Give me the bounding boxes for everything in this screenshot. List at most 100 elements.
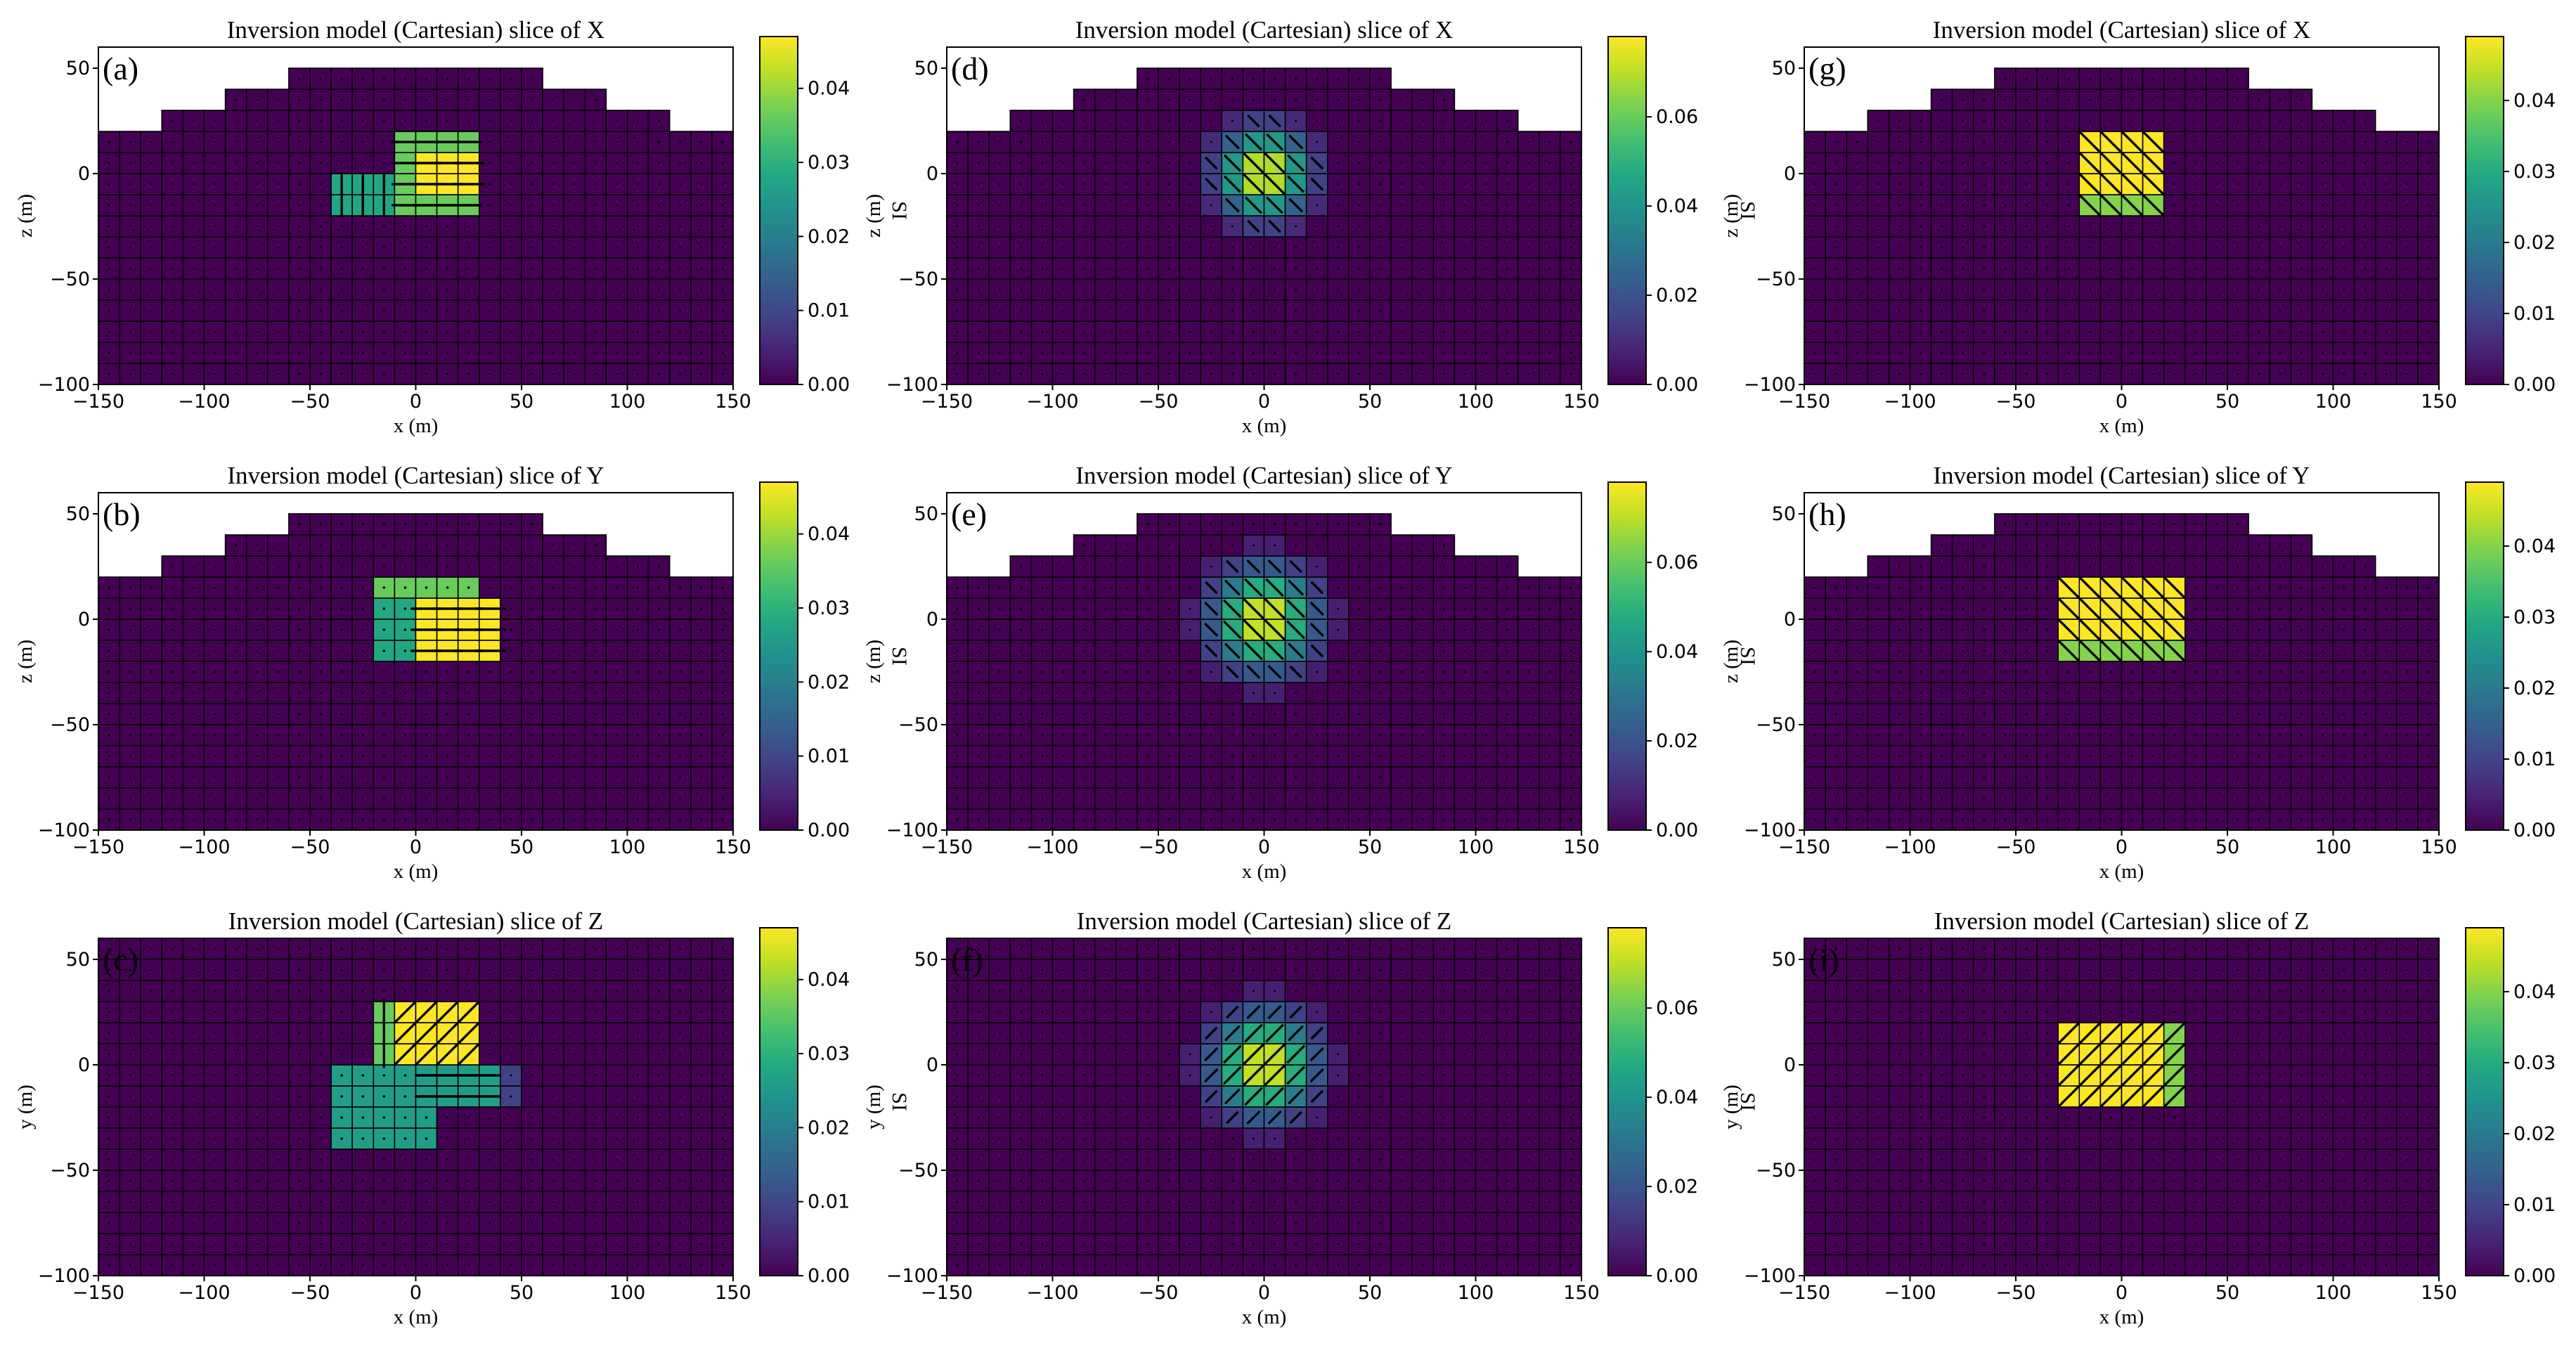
arrow-dot (171, 1200, 174, 1203)
arrow-dot (1506, 607, 1509, 610)
arrow-dot (1295, 225, 1297, 228)
arrow-dot (510, 1053, 512, 1056)
arrow-dot (361, 225, 364, 228)
arrow-dot (467, 267, 470, 270)
arrow-dot (425, 351, 428, 354)
model-cell (140, 173, 163, 195)
arrow-dot (594, 162, 597, 164)
arrow-dot (1379, 607, 1382, 610)
arrow-dot (1400, 351, 1403, 354)
arrow-dot (1316, 330, 1319, 333)
arrow-dot (1189, 225, 1191, 228)
arrow-dot (531, 565, 533, 568)
arrow-dot (1421, 607, 1424, 610)
arrow-dot (1379, 351, 1382, 354)
arrow-dot (488, 141, 491, 143)
arrow-dot (1379, 77, 1382, 80)
arrow-dot (171, 692, 174, 694)
arrow-dot (214, 692, 216, 694)
arrow-dot (1400, 204, 1403, 207)
arrow-dot (1189, 309, 1191, 312)
arrow-dot (425, 1116, 428, 1119)
y-tick-label: 0 (926, 609, 938, 630)
arrow-dot (1167, 309, 1170, 312)
arrow-dot (1125, 141, 1128, 143)
arrow-dot (235, 1116, 238, 1119)
arrow-dot (256, 309, 259, 312)
arrow-dot (658, 1032, 661, 1035)
arrow-dot (298, 1264, 301, 1267)
arrow-dot (1506, 330, 1509, 333)
arrow-dot (277, 119, 280, 122)
arrow-dot (340, 1074, 343, 1077)
arrow-dot (956, 373, 959, 375)
arrow-dot (679, 1264, 682, 1267)
arrow-dot (1379, 267, 1382, 270)
arrow-dot (192, 204, 195, 207)
arrow-dot (361, 565, 364, 568)
arrow-dot (510, 607, 512, 610)
arrow-dot (1485, 734, 1488, 737)
arrow-dot (679, 776, 682, 779)
arrow-dot (510, 1222, 512, 1224)
arrow-dot (1358, 755, 1361, 758)
arrow-dot (552, 1095, 555, 1098)
arrow-dot (1358, 586, 1361, 589)
x-tick-label: 50 (1358, 391, 1382, 413)
arrow-dot (679, 713, 682, 716)
arrow-dot (1379, 204, 1382, 207)
arrow-dot (1421, 776, 1424, 779)
arrow-dot (531, 990, 533, 992)
arrow-dot (425, 225, 428, 228)
arrow-dot (108, 330, 110, 333)
arrow-dot (1442, 671, 1445, 673)
arrow-dot (977, 649, 980, 652)
arrow-dot (679, 225, 682, 228)
arrow-dot (171, 671, 174, 673)
arrow-dot (1463, 204, 1466, 207)
arrow-dot (425, 692, 428, 694)
arrow-dot (977, 330, 980, 333)
arrow-dot (658, 351, 661, 354)
arrow-dot (1125, 607, 1128, 610)
arrow-dot (403, 969, 406, 971)
arrow-dot (594, 776, 597, 779)
arrow-dot (1167, 330, 1170, 333)
arrow-dot (488, 1137, 491, 1140)
arrow-dot (658, 309, 661, 312)
arrow-dot (637, 1116, 640, 1119)
arrow-dot (467, 1243, 470, 1245)
arrow-dot (446, 1158, 449, 1161)
arrow-dot (700, 1116, 703, 1119)
arrow-dot (361, 607, 364, 610)
arrow-dot (298, 98, 301, 101)
arrow-dot (403, 990, 406, 992)
arrow-dot (1316, 351, 1319, 354)
model-cells (946, 938, 1582, 1276)
arrow-dot (721, 225, 724, 228)
arrow-dot (298, 776, 301, 779)
arrow-dot (1083, 755, 1086, 758)
arrow-dot (192, 818, 195, 821)
arrow-dot (721, 692, 724, 694)
arrow-dot (1274, 288, 1276, 291)
arrow-dot (171, 797, 174, 800)
arrow-dot (594, 628, 597, 631)
arrow-dot (446, 351, 449, 354)
arrow-dot (594, 713, 597, 716)
arrow-dot (108, 1074, 110, 1077)
arrow-dot (256, 565, 259, 568)
arrow-dot (403, 309, 406, 312)
arrow-dot (721, 713, 724, 716)
arrow-dot (956, 204, 959, 207)
arrow-dot (171, 990, 174, 992)
arrow-dot (235, 267, 238, 270)
arrow-dot (446, 990, 449, 992)
arrow-dot (319, 351, 322, 354)
arrow-dot (998, 351, 1001, 354)
arrow-dot (721, 734, 724, 737)
arrow-dot (361, 1243, 364, 1245)
arrow-dot (425, 1222, 428, 1224)
arrow-dot (552, 141, 555, 143)
arrow-dot (658, 713, 661, 716)
